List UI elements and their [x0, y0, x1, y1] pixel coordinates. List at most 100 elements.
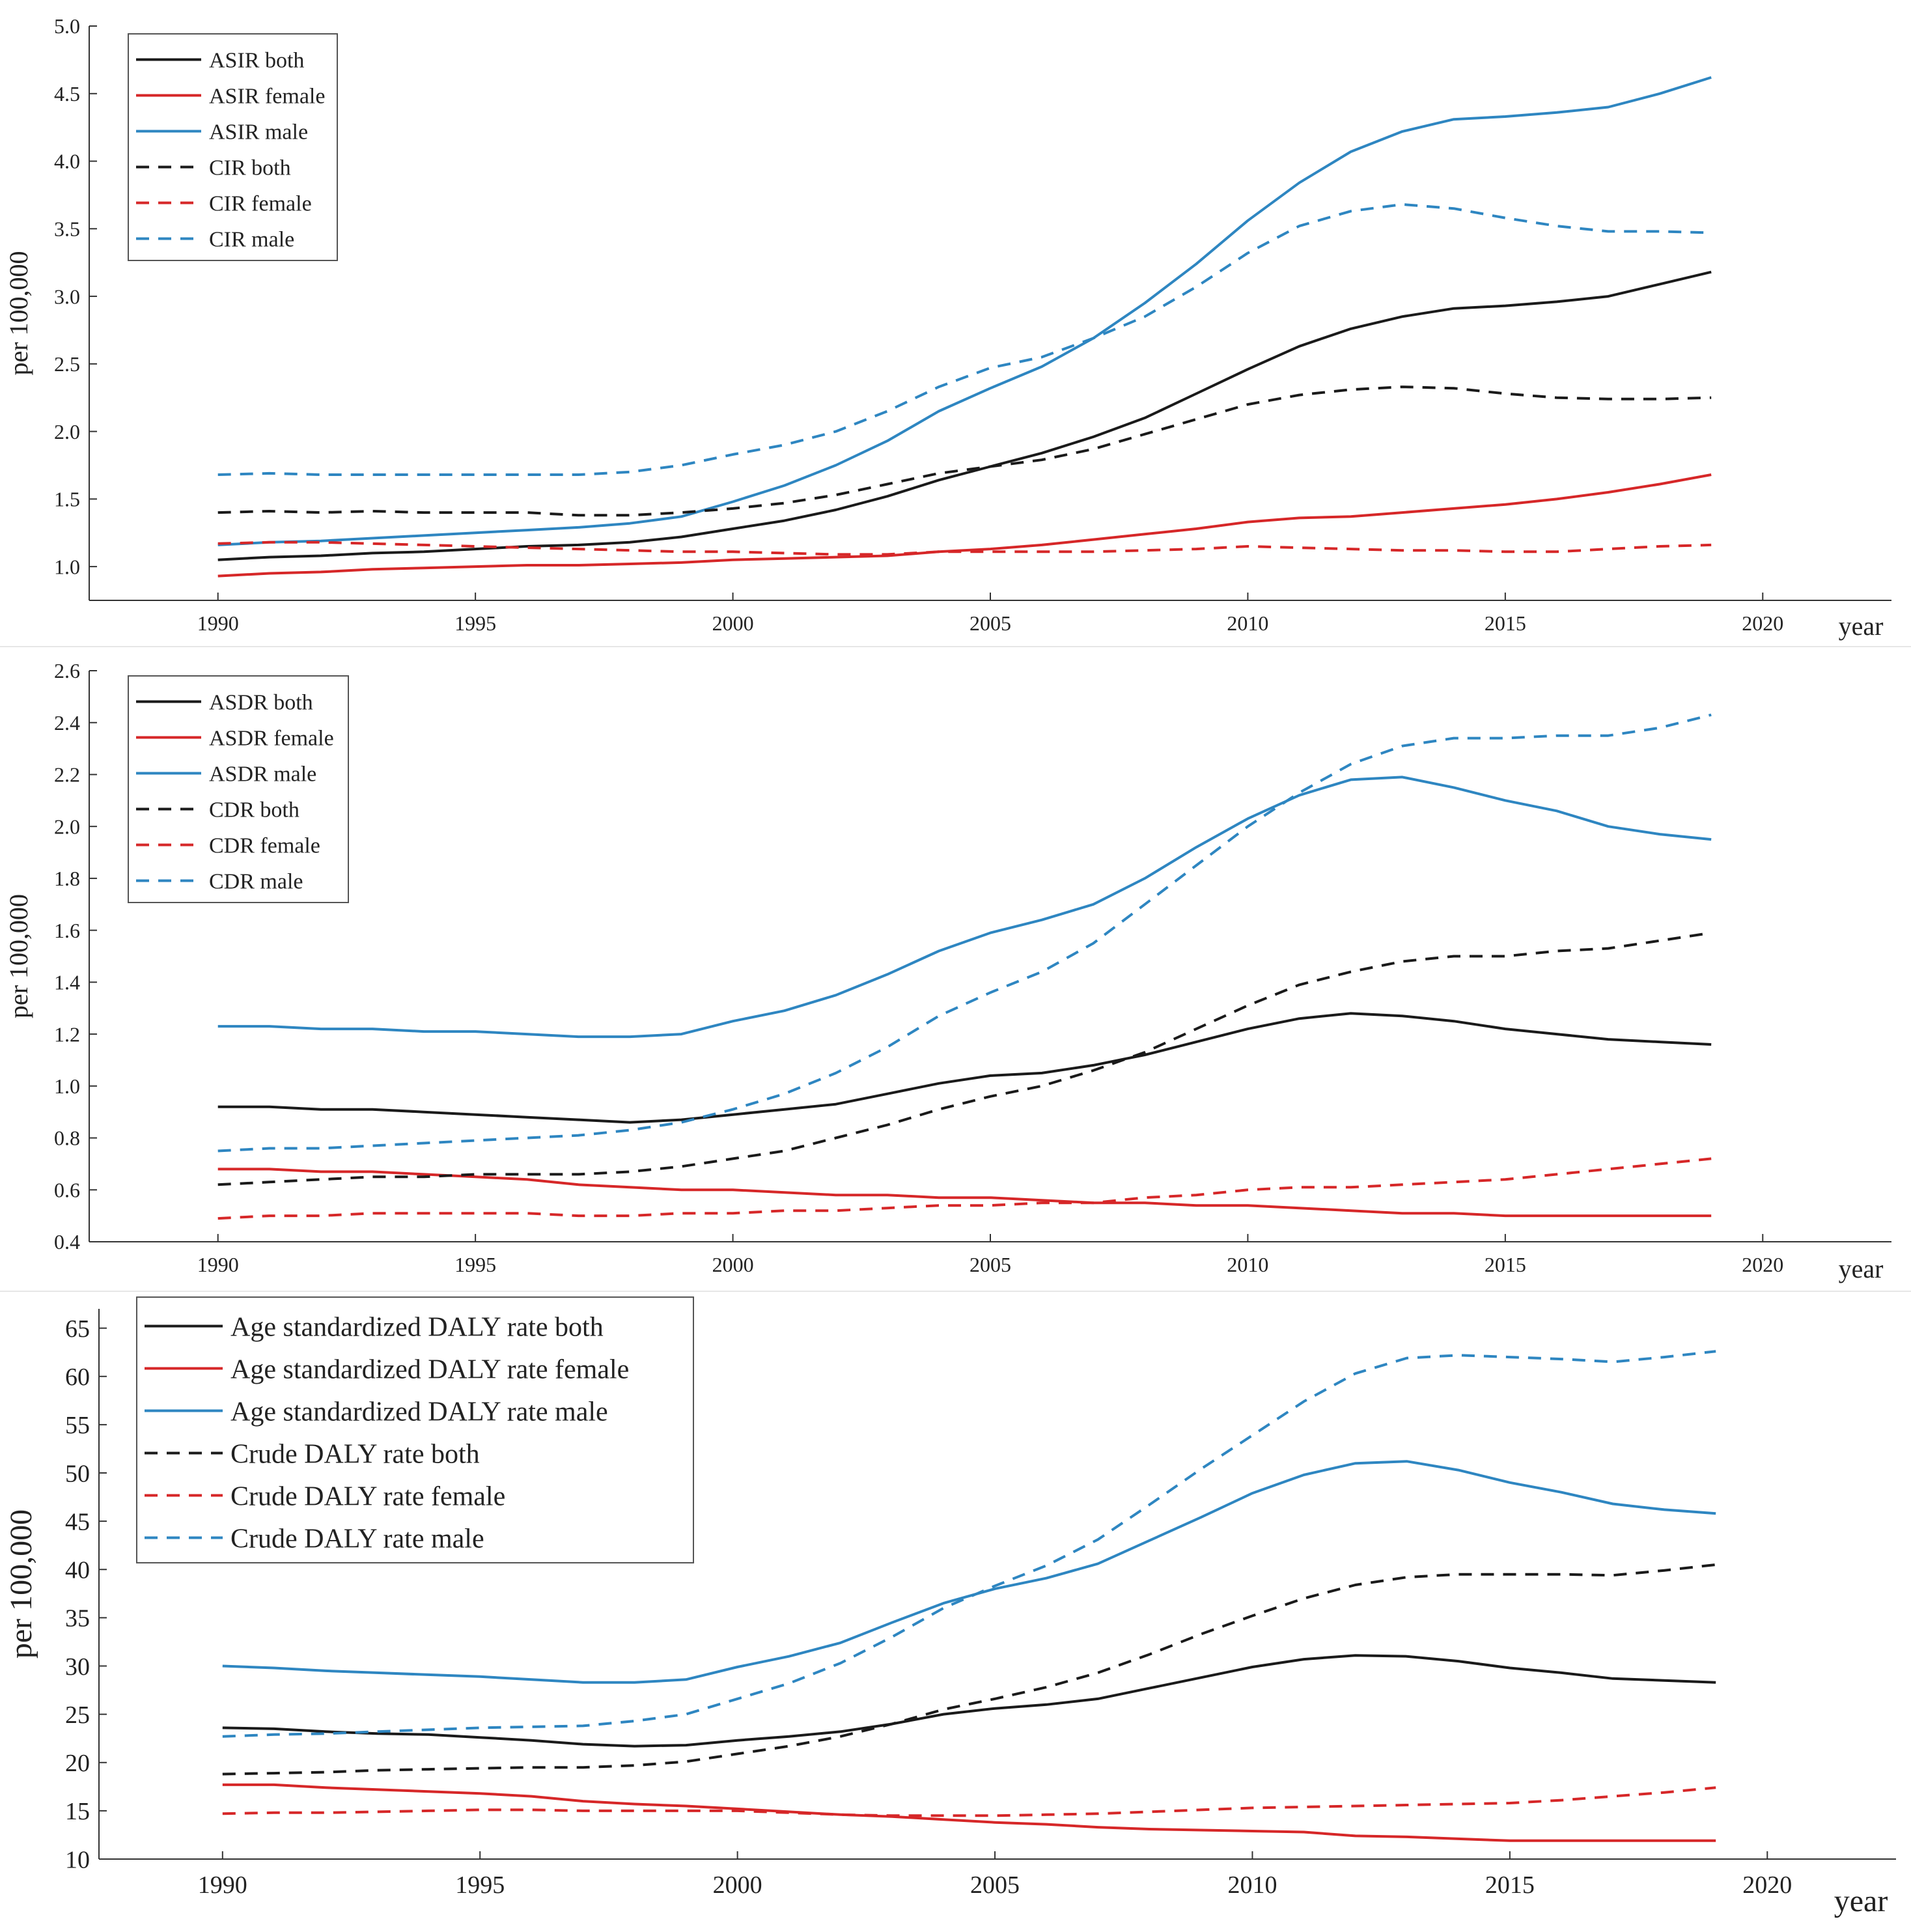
series-line-age-standardized-daly-rate-both: [222, 1654, 1716, 1748]
y-tick-label: 1.6: [54, 919, 80, 942]
x-tick-label: 1995: [454, 611, 496, 635]
legend-label: Crude DALY rate both: [230, 1440, 480, 1470]
x-tick-label: 2005: [969, 611, 1011, 635]
x-tick-label: 2020: [1742, 1871, 1792, 1899]
x-tick-label: 2015: [1485, 611, 1526, 635]
x-tick-label: 2015: [1485, 1871, 1535, 1899]
y-tick-label: 1.4: [54, 971, 80, 994]
legend-label: Age standardized DALY rate both: [230, 1313, 604, 1343]
x-tick-label: 2010: [1227, 611, 1268, 635]
legend-label: ASDR female: [209, 727, 334, 751]
series-line-cir-male: [217, 203, 1712, 476]
legend-label: Age standardized DALY rate male: [230, 1397, 608, 1427]
series-line-crude-daly-rate-female: [222, 1786, 1716, 1817]
x-tick-label: 2000: [713, 1871, 762, 1899]
y-tick-label: 2.6: [54, 659, 80, 682]
series-line-age-standardized-daly-rate-male: [222, 1460, 1716, 1684]
series-line-crude-daly-rate-both: [222, 1563, 1716, 1776]
legend-label: CIR both: [209, 156, 291, 180]
y-tick-label: 15: [65, 1798, 90, 1825]
y-tick-label: 30: [65, 1653, 90, 1681]
series-line-cir-both: [217, 385, 1712, 517]
y-tick-label: 5.0: [54, 14, 80, 38]
legend-label: CDR female: [209, 834, 320, 858]
series-line-asir-both: [217, 270, 1712, 561]
x-axis-label: year: [1834, 1884, 1888, 1918]
legend: ASIR both ASIR female ASIR male CIR both CIR…: [128, 33, 338, 261]
y-tick-label: 20: [65, 1750, 90, 1777]
x-tick-label: 2005: [970, 1871, 1020, 1899]
y-tick-label: 35: [65, 1605, 90, 1632]
y-tick-label: 4.5: [54, 82, 80, 105]
series-line-age-standardized-daly-rate-female: [222, 1783, 1716, 1842]
y-tick-label: 2.4: [54, 711, 80, 735]
x-tick-label: 1995: [455, 1871, 505, 1899]
series-line-asir-male: [217, 76, 1712, 546]
legend-label: ASIR female: [209, 85, 325, 109]
y-tick-label: 0.8: [54, 1127, 80, 1150]
y-tick-label: 2.0: [54, 420, 80, 443]
y-tick-label: 1.5: [54, 488, 80, 511]
y-tick-label: 4.0: [54, 150, 80, 173]
legend-label: CDR male: [209, 870, 303, 894]
x-tick-label: 2020: [1742, 1253, 1783, 1276]
series-line-asdr-male: [217, 776, 1712, 1039]
x-tick-label: 2020: [1742, 611, 1783, 635]
series-line-cdr-both: [217, 931, 1712, 1186]
x-tick-label: 1990: [198, 1871, 247, 1899]
chart-panel-1: 1990 1995 2000 2005 2010 2015 2020 1.0 1.5 2.0 2.5…: [0, 14, 1911, 647]
x-tick-label: 1990: [197, 1253, 239, 1276]
series-line-cir-female: [217, 540, 1712, 556]
y-axis-label: per 100,000: [4, 251, 33, 375]
x-tick-label: 2015: [1485, 1253, 1526, 1276]
chart-panel-2: 1990 1995 2000 2005 2010 2015 2020 0.4 0.6 0.8 1.0…: [0, 659, 1911, 1292]
y-tick-label: 3.0: [54, 285, 80, 308]
x-tick-label: 2010: [1227, 1253, 1268, 1276]
y-axis-label: per 100,000: [4, 894, 33, 1018]
x-tick-label: 2005: [969, 1253, 1011, 1276]
x-tick-label: 1995: [454, 1253, 496, 1276]
y-axis-label: per 100,000: [4, 1509, 38, 1659]
y-tick-label: 1.8: [54, 867, 80, 890]
x-axis-label: year: [1839, 611, 1884, 641]
legend-label: ASIR male: [209, 120, 308, 145]
y-tick-label: 1.0: [54, 1074, 80, 1098]
y-tick-label: 0.4: [54, 1230, 80, 1253]
y-tick-label: 10: [65, 1846, 90, 1873]
y-tick-label: 2.0: [54, 815, 80, 838]
legend: Age standardized DALY rate both Age stand…: [136, 1296, 694, 1563]
x-tick-label: 2000: [712, 611, 754, 635]
chart-panel-3: 1990 1995 2000 2005 2010 2015 2020 10 15 20 25 30 35…: [4, 1296, 1896, 1918]
y-tick-label: 55: [65, 1412, 90, 1439]
y-tick-label: 40: [65, 1557, 90, 1584]
series-line-crude-daly-rate-male: [222, 1350, 1716, 1738]
legend-label: CIR male: [209, 228, 294, 252]
y-tick-label: 50: [65, 1460, 90, 1487]
x-tick-label: 1990: [197, 611, 239, 635]
legend-label: ASIR both: [209, 49, 304, 73]
legend-label: CIR female: [209, 192, 312, 216]
y-tick-label: 45: [65, 1508, 90, 1535]
y-tick-label: 25: [65, 1701, 90, 1729]
legend-box: [128, 675, 349, 903]
y-tick-label: 0.6: [54, 1178, 80, 1201]
x-axis-label: year: [1839, 1254, 1884, 1283]
x-tick-label: 2010: [1227, 1871, 1277, 1899]
legend: ASDR both ASDR female ASDR male CDR both CDR…: [128, 675, 349, 903]
legend-box: [128, 33, 338, 261]
legend-label: ASDR male: [209, 763, 316, 787]
y-tick-label: 2.2: [54, 763, 80, 787]
x-tick-label: 2000: [712, 1253, 754, 1276]
y-tick-label: 3.5: [54, 217, 80, 240]
series-line-asdr-both: [217, 1012, 1712, 1124]
y-tick-label: 60: [65, 1364, 90, 1391]
legend-label: Age standardized DALY rate female: [230, 1355, 629, 1385]
legend-label: Crude DALY rate female: [230, 1482, 505, 1512]
legend-label: Crude DALY rate male: [230, 1524, 484, 1554]
legend-label: ASDR both: [209, 691, 313, 715]
series-line-asdr-female: [217, 1168, 1712, 1218]
series-line-cdr-female: [217, 1157, 1712, 1220]
y-tick-label: 2.5: [54, 352, 80, 376]
y-tick-label: 1.2: [54, 1022, 80, 1046]
